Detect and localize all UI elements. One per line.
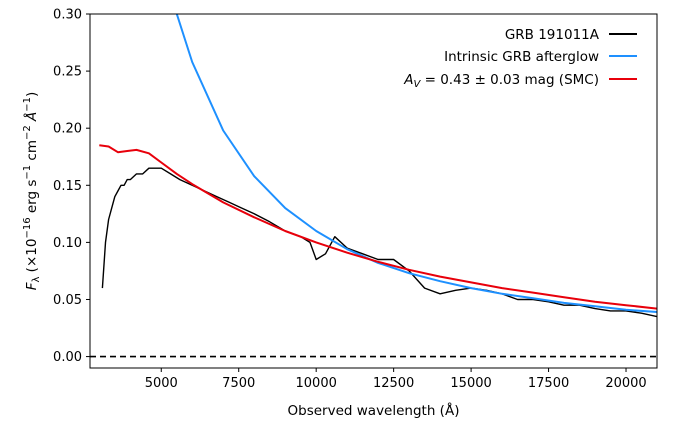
legend-av-rest: = 0.43 ± 0.03 mag (SMC) bbox=[420, 72, 599, 88]
y-label-symbol-sub: λ bbox=[31, 277, 42, 283]
y-axis-label: Fλ (×10−16 erg s−1 cm−2 Å−1) bbox=[22, 92, 42, 291]
y-label-symbol: F bbox=[24, 282, 40, 290]
legend-label-intrinsic: Intrinsic GRB afterglow bbox=[444, 49, 599, 65]
x-tick-label: 17500 bbox=[528, 376, 569, 391]
series-intrinsic-afterglow bbox=[175, 14, 657, 313]
series-smc-extinction-model bbox=[99, 144, 657, 310]
y-tick-label: 0.30 bbox=[53, 8, 82, 23]
y-label-exp4: −1 bbox=[22, 97, 33, 112]
x-tick-label: 10000 bbox=[296, 376, 337, 391]
x-axis-label: Observed wavelength (Å) bbox=[288, 402, 460, 419]
y-label-open: (×10 bbox=[24, 239, 40, 277]
y-axis-ticks: 0.00 0.05 0.10 0.15 0.20 0.25 0.30 bbox=[53, 8, 90, 365]
y-tick-label: 0.15 bbox=[53, 179, 82, 194]
y-tick-label: 0.10 bbox=[53, 236, 82, 251]
y-label-exp3: −2 bbox=[22, 125, 33, 140]
x-axis-ticks: 5000 7500 10000 12500 15000 17500 20000 bbox=[145, 368, 647, 391]
x-tick-label: 20000 bbox=[605, 376, 646, 391]
legend-label-av: AV = 0.43 ± 0.03 mag (SMC) bbox=[403, 72, 599, 90]
y-tick-label: 0.20 bbox=[53, 122, 82, 137]
x-tick-label: 12500 bbox=[373, 376, 414, 391]
x-tick-label: 5000 bbox=[145, 376, 178, 391]
x-tick-label: 7500 bbox=[222, 376, 255, 391]
y-label-close: ) bbox=[24, 92, 40, 97]
y-label-middle3: Å bbox=[23, 112, 40, 126]
y-tick-label: 0.25 bbox=[53, 65, 82, 80]
y-tick-label: 0.00 bbox=[53, 350, 82, 365]
legend-label-grb: GRB 191011A bbox=[505, 27, 600, 43]
legend-av-a: A bbox=[403, 72, 413, 88]
series-grb-spectrum bbox=[101, 167, 657, 318]
y-label-middle: erg s bbox=[24, 180, 40, 218]
legend: GRB 191011A Intrinsic GRB afterglow AV =… bbox=[403, 27, 637, 90]
y-label-middle2: cm bbox=[24, 140, 40, 165]
legend-av-sub: V bbox=[413, 79, 421, 90]
y-label-exp1: −16 bbox=[22, 217, 33, 238]
plot-content bbox=[90, 14, 657, 358]
y-tick-label: 0.05 bbox=[53, 293, 82, 308]
x-tick-label: 15000 bbox=[450, 376, 491, 391]
plot-frame bbox=[89, 13, 658, 369]
y-label-exp2: −1 bbox=[22, 165, 33, 180]
